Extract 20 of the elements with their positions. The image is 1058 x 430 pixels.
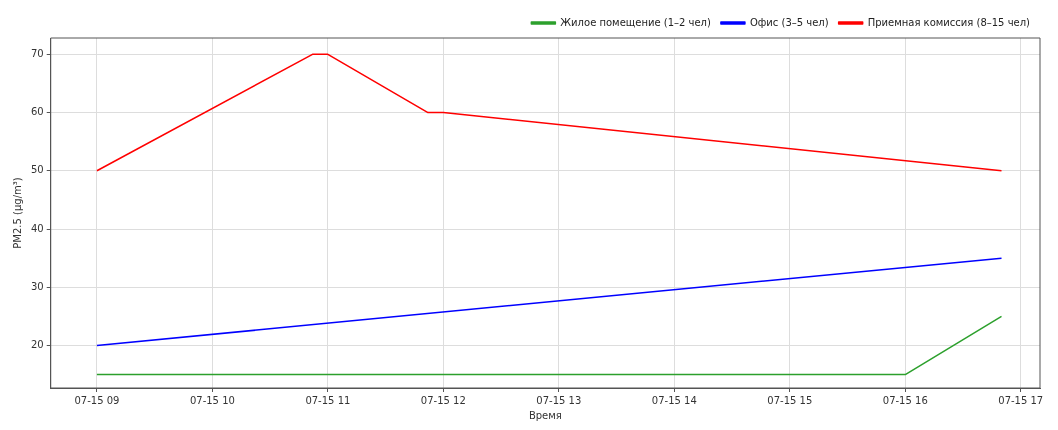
y-tick-label: 50 xyxy=(30,164,44,176)
legend-label: Офис (3–5 чел) xyxy=(749,16,829,28)
y-tick-label: 20 xyxy=(30,339,44,351)
x-axis-title: Время xyxy=(528,409,562,421)
y-tick-label: 40 xyxy=(30,222,44,234)
x-tick-label: 07-15 11 xyxy=(305,394,351,406)
x-tick-label: 07-15 17 xyxy=(998,394,1044,406)
x-tick-label: 07-15 10 xyxy=(189,394,235,406)
legend-label: Приемная комиссия (8–15 чел) xyxy=(867,16,1031,28)
x-tick-label: 07-15 15 xyxy=(767,394,813,406)
y-axis-title: PM2.5 (μg/m³) xyxy=(11,177,23,249)
x-tick-label: 07-15 16 xyxy=(882,394,928,406)
y-tick-label: 70 xyxy=(30,47,44,59)
x-tick-label: 07-15 09 xyxy=(74,394,120,406)
y-tick-label: 60 xyxy=(30,106,44,118)
legend-label: Жилое помещение (1–2 чел) xyxy=(560,16,712,28)
x-tick-label: 07-15 14 xyxy=(651,394,697,406)
x-tick-label: 07-15 12 xyxy=(420,394,466,406)
x-tick-label: 07-15 13 xyxy=(536,394,582,406)
y-tick-label: 30 xyxy=(30,280,44,292)
